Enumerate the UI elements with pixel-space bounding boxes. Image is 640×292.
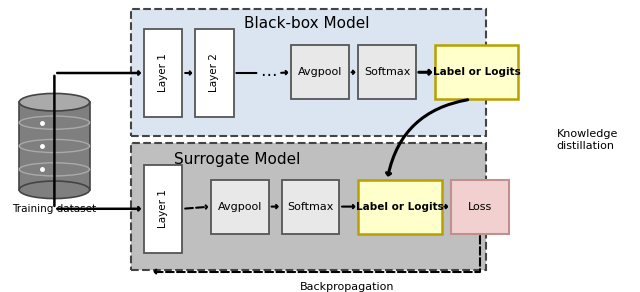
- FancyBboxPatch shape: [435, 45, 518, 99]
- Text: Loss: Loss: [468, 201, 492, 212]
- Ellipse shape: [19, 93, 90, 111]
- Text: Layer 1: Layer 1: [158, 189, 168, 228]
- FancyBboxPatch shape: [131, 143, 486, 270]
- Text: Training dataset: Training dataset: [12, 204, 97, 214]
- Text: Avgpool: Avgpool: [218, 201, 262, 212]
- FancyBboxPatch shape: [195, 29, 234, 117]
- FancyBboxPatch shape: [291, 45, 349, 99]
- FancyBboxPatch shape: [451, 180, 509, 234]
- Text: Label or Logits: Label or Logits: [356, 201, 444, 212]
- Text: Layer 2: Layer 2: [209, 53, 220, 93]
- FancyBboxPatch shape: [211, 180, 269, 234]
- Text: Label or Logits: Label or Logits: [433, 67, 521, 77]
- Ellipse shape: [19, 181, 90, 199]
- Text: Avgpool: Avgpool: [298, 67, 342, 77]
- Text: Layer 1: Layer 1: [158, 53, 168, 93]
- FancyBboxPatch shape: [19, 102, 90, 190]
- FancyBboxPatch shape: [358, 180, 442, 234]
- Text: Softmax: Softmax: [287, 201, 333, 212]
- FancyBboxPatch shape: [282, 180, 339, 234]
- FancyBboxPatch shape: [144, 165, 182, 253]
- Text: Surrogate Model: Surrogate Model: [173, 152, 300, 167]
- FancyBboxPatch shape: [358, 45, 416, 99]
- FancyBboxPatch shape: [144, 29, 182, 117]
- Text: Softmax: Softmax: [364, 67, 410, 77]
- Text: Black-box Model: Black-box Model: [244, 16, 370, 31]
- Text: Backpropagation: Backpropagation: [300, 282, 394, 292]
- Text: Knowledge
distillation: Knowledge distillation: [557, 129, 618, 151]
- Text: $\cdots$: $\cdots$: [260, 64, 277, 82]
- FancyBboxPatch shape: [131, 9, 486, 136]
